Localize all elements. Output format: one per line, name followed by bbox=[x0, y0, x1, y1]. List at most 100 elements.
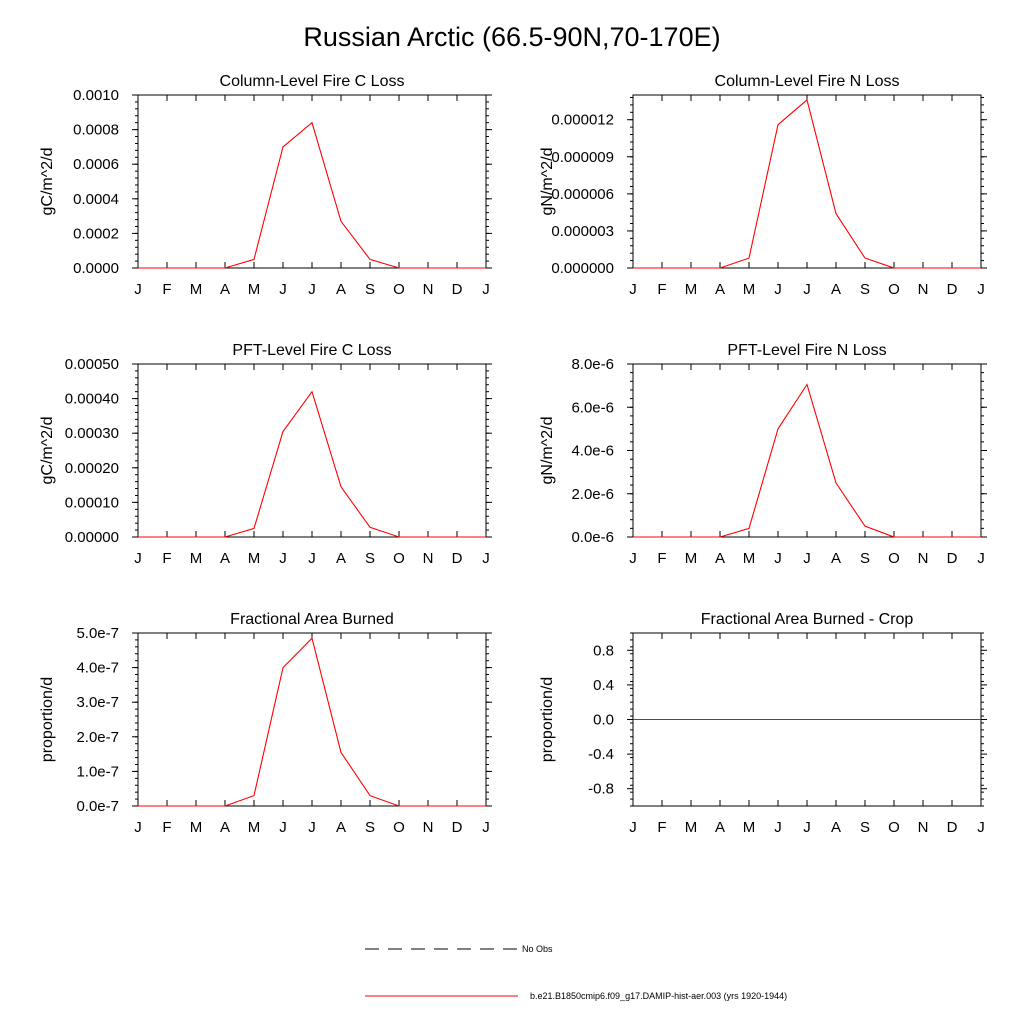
y-axis-label: gN/m^2/d bbox=[539, 417, 556, 485]
x-tick-label: M bbox=[685, 819, 698, 836]
chart-panel-1: J F M A M J J A S O N D J0.00000.00020.00040.00060.0… bbox=[39, 73, 492, 298]
y-tick-label: 4.0e-6 bbox=[571, 443, 614, 460]
y-tick-label: 0.00020 bbox=[65, 460, 119, 477]
x-tick-label: D bbox=[947, 550, 958, 567]
plot-frame bbox=[137, 632, 487, 807]
x-tick-label: J bbox=[308, 281, 316, 298]
plot-frame bbox=[632, 363, 982, 538]
x-tick-label: F bbox=[657, 550, 666, 567]
y-tick-label: 1.0e-7 bbox=[76, 763, 119, 780]
x-tick-label: O bbox=[393, 550, 405, 567]
series-line bbox=[633, 98, 981, 269]
x-tick-label: A bbox=[715, 281, 725, 298]
page-title: Russian Arctic (66.5-90N,70-170E) bbox=[303, 22, 721, 52]
panel-title: Column-Level Fire N Loss bbox=[715, 73, 900, 90]
x-tick-label: O bbox=[888, 550, 900, 567]
y-tick-label: 0.8 bbox=[593, 642, 614, 659]
x-tick-label: J bbox=[774, 819, 782, 836]
x-tick-label: A bbox=[220, 819, 230, 836]
chart-panel-2: J F M A M J J A S O N D J0.0000000.0000030.0000060.0… bbox=[539, 73, 987, 298]
x-tick-label: O bbox=[888, 281, 900, 298]
series-line bbox=[633, 383, 981, 538]
x-tick-label: J bbox=[774, 550, 782, 567]
panel-title: PFT-Level Fire N Loss bbox=[727, 342, 886, 359]
x-tick-label: A bbox=[220, 550, 230, 567]
x-tick-label: M bbox=[248, 819, 261, 836]
x-tick-label: J bbox=[803, 550, 811, 567]
x-tick-label: F bbox=[657, 819, 666, 836]
plot-frame bbox=[137, 363, 487, 538]
x-tick-label: M bbox=[190, 281, 203, 298]
x-tick-label: N bbox=[918, 819, 929, 836]
y-tick-label: 0.0002 bbox=[73, 225, 119, 242]
chart-panel-3: J F M A M J J A S O N D J0.000000.000100.000200.0003… bbox=[39, 342, 492, 567]
panel-title: Column-Level Fire C Loss bbox=[220, 73, 405, 90]
y-tick-label: 0.000003 bbox=[551, 223, 614, 240]
x-tick-label: J bbox=[629, 819, 637, 836]
panel-title: Fractional Area Burned - Crop bbox=[701, 611, 914, 628]
x-tick-label: N bbox=[423, 819, 434, 836]
x-tick-label: M bbox=[685, 550, 698, 567]
x-tick-label: J bbox=[977, 819, 985, 836]
y-tick-label: 3.0e-7 bbox=[76, 694, 119, 711]
x-tick-label: J bbox=[134, 281, 142, 298]
legend: No Obs b.e21.B1850cmip6.f09_g17.DAMIP-hi… bbox=[365, 944, 787, 1001]
panel-title: Fractional Area Burned bbox=[230, 611, 394, 628]
y-tick-label: 0.0e-6 bbox=[571, 529, 614, 546]
y-tick-label: 0.0006 bbox=[73, 156, 119, 173]
x-tick-label: A bbox=[715, 550, 725, 567]
x-tick-label: F bbox=[657, 281, 666, 298]
x-tick-label: J bbox=[279, 819, 287, 836]
x-tick-label: J bbox=[803, 819, 811, 836]
chart-panel-6: J F M A M J J A S O N D J-0.8-0.40.00.40.8Fractional… bbox=[539, 611, 987, 836]
y-tick-label: 0.0010 bbox=[73, 87, 119, 104]
legend-label-no-obs: No Obs bbox=[522, 944, 553, 954]
y-tick-label: 0.00000 bbox=[65, 529, 119, 546]
x-tick-label: F bbox=[162, 819, 171, 836]
x-tick-label: S bbox=[365, 819, 375, 836]
x-tick-label: J bbox=[977, 550, 985, 567]
y-tick-label: 5.0e-7 bbox=[76, 625, 119, 642]
y-tick-label: 8.0e-6 bbox=[571, 356, 614, 373]
y-tick-label: 0.00040 bbox=[65, 391, 119, 408]
panel-title: PFT-Level Fire C Loss bbox=[232, 342, 391, 359]
y-axis-label: proportion/d bbox=[539, 677, 556, 762]
y-tick-label: 0.0 bbox=[593, 712, 614, 729]
x-tick-label: J bbox=[774, 281, 782, 298]
plot-frame bbox=[137, 94, 487, 269]
y-tick-label: 2.0e-6 bbox=[571, 486, 614, 503]
x-tick-label: D bbox=[452, 550, 463, 567]
x-tick-label: N bbox=[423, 550, 434, 567]
x-tick-label: F bbox=[162, 281, 171, 298]
x-tick-label: J bbox=[308, 550, 316, 567]
y-axis-label: gN/m^2/d bbox=[539, 148, 556, 216]
x-tick-label: A bbox=[831, 819, 841, 836]
x-tick-label: M bbox=[743, 819, 756, 836]
series-line bbox=[138, 390, 486, 538]
chart-panel-5: J F M A M J J A S O N D J0.0e-71.0e-72.0e-73.0e-74.0… bbox=[39, 611, 492, 836]
y-tick-label: 0.0008 bbox=[73, 122, 119, 139]
x-tick-label: A bbox=[715, 819, 725, 836]
x-tick-label: J bbox=[134, 819, 142, 836]
y-tick-label: 0.4 bbox=[593, 677, 614, 694]
series-line bbox=[138, 637, 486, 807]
x-tick-label: D bbox=[947, 281, 958, 298]
x-tick-label: S bbox=[860, 819, 870, 836]
x-tick-label: A bbox=[336, 550, 346, 567]
x-tick-label: N bbox=[918, 281, 929, 298]
y-tick-label: 6.0e-6 bbox=[571, 399, 614, 416]
plot-frame bbox=[632, 94, 982, 269]
x-tick-label: S bbox=[860, 550, 870, 567]
x-tick-label: J bbox=[482, 550, 490, 567]
x-tick-label: O bbox=[888, 819, 900, 836]
y-tick-label: 0.000009 bbox=[551, 149, 614, 166]
x-tick-label: S bbox=[365, 281, 375, 298]
y-tick-label: 0.0e-7 bbox=[76, 798, 119, 815]
x-tick-label: D bbox=[452, 819, 463, 836]
x-tick-label: J bbox=[279, 281, 287, 298]
chart-panel-4: J F M A M J J A S O N D J0.0e-62.0e-64.0e-66.0e-68.0… bbox=[539, 342, 987, 567]
legend-label-model: b.e21.B1850cmip6.f09_g17.DAMIP-hist-aer.… bbox=[530, 991, 787, 1001]
x-tick-label: J bbox=[629, 281, 637, 298]
y-axis-label: proportion/d bbox=[39, 677, 56, 762]
y-tick-label: 0.00010 bbox=[65, 494, 119, 511]
